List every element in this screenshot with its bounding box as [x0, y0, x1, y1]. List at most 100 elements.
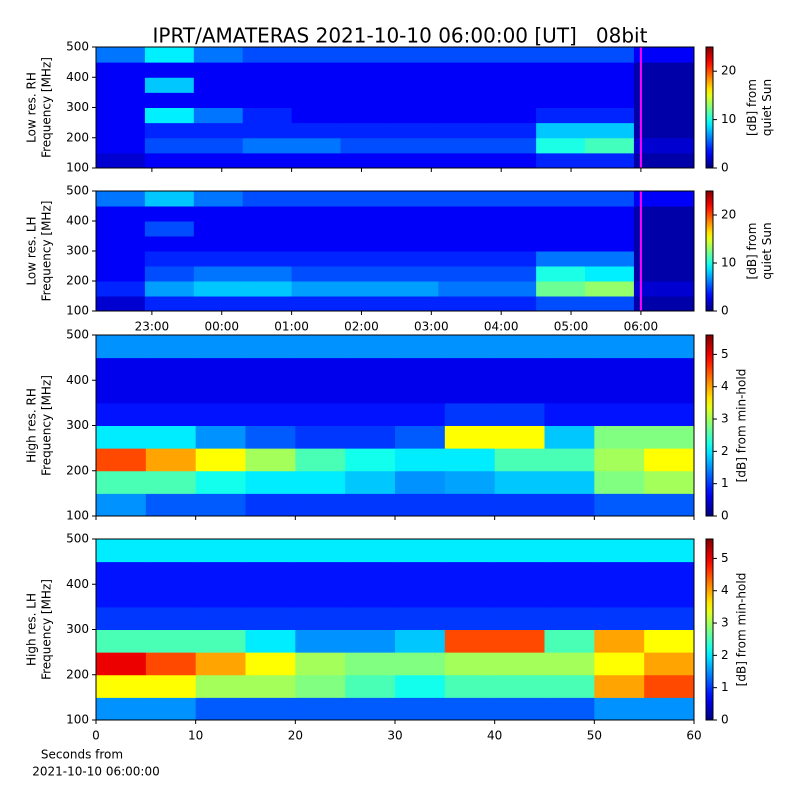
heatmap-cell [395, 357, 446, 381]
heatmap-cell [389, 152, 439, 169]
heatmap-cell [585, 206, 635, 222]
heatmap-cell [487, 62, 537, 78]
heatmap-cell [345, 448, 396, 472]
heatmap-cell [195, 380, 246, 404]
heatmap-cell [145, 561, 197, 585]
heatmap-cell [438, 92, 488, 108]
heatmap-cell [494, 629, 545, 653]
heatmap-cell [96, 697, 147, 721]
heatmap-cell [644, 357, 695, 381]
colorbar-tick-label: 0 [721, 304, 729, 318]
heatmap-cell [544, 606, 595, 630]
heatmap-cell [195, 539, 246, 563]
heatmap-cell [145, 584, 197, 608]
heatmap-cell [644, 629, 695, 653]
heatmap-cell [487, 122, 537, 139]
heatmap-cell [594, 606, 645, 630]
heatmap-cell [487, 206, 537, 222]
heatmap-cell [295, 402, 346, 426]
heatmap-cell [585, 191, 635, 207]
heatmap-cell [195, 674, 246, 698]
heatmap-cell [494, 493, 545, 517]
y-tick-label: 400 [66, 373, 89, 387]
heatmap-cell [145, 335, 197, 359]
heatmap-cell [245, 425, 296, 449]
heatmap-cell [193, 206, 244, 222]
heatmap-cell [594, 561, 645, 585]
heatmap-cell [438, 191, 488, 207]
heatmap-cell [291, 281, 342, 297]
heatmap-cell [193, 77, 244, 93]
heatmap-cell [487, 296, 537, 312]
heatmap-cell [444, 584, 496, 608]
heatmap-cell [494, 357, 545, 381]
y-tick-label: 100 [66, 161, 89, 175]
heatmap-cell [193, 92, 244, 108]
heatmap-cell [585, 92, 635, 108]
heatmap-cell [633, 191, 695, 207]
heatmap-cell [633, 206, 695, 222]
heatmap-cell [340, 236, 390, 252]
heatmap-cell [291, 152, 342, 169]
heatmap-cell [242, 251, 293, 267]
x-tick-label: 40 [487, 729, 502, 743]
heatmap-cell [245, 380, 296, 404]
heatmap-cell [245, 493, 296, 517]
heatmap-cell [633, 122, 695, 139]
heatmap-cell [96, 152, 146, 169]
colorbar-tick-label: 20 [721, 208, 736, 222]
y-tick-label: 300 [66, 418, 89, 432]
y-tick-label: 400 [66, 577, 89, 591]
heatmap-cell [438, 62, 488, 78]
heatmap-cell [345, 561, 396, 585]
heatmap-cell [395, 335, 446, 359]
heatmap-cell [487, 92, 537, 108]
heatmap-cell [644, 380, 695, 404]
heatmap-cell [438, 251, 488, 267]
x-tick-label: 50 [587, 729, 602, 743]
heatmap-cell [633, 266, 695, 282]
heatmap-cell [494, 652, 545, 676]
heatmap-cell [594, 335, 645, 359]
heatmap-cell [96, 137, 146, 154]
heatmap-cell [487, 77, 537, 93]
heatmap-cell [96, 236, 146, 252]
heatmap-cell [291, 296, 342, 312]
heatmap-cell [594, 425, 645, 449]
heatmap-cell [494, 470, 545, 494]
heatmap-cell [345, 584, 396, 608]
heatmap-cell [96, 606, 147, 630]
x-tick-label: 03:00 [414, 320, 449, 334]
colorbar-tick-label: 2 [721, 648, 729, 662]
heatmap-cell [438, 137, 488, 154]
heatmap-cell [144, 266, 195, 282]
heatmap-cell [644, 539, 695, 563]
x-tick-label: 60 [686, 729, 701, 743]
heatmap-cell [487, 191, 537, 207]
heatmap-cell [536, 206, 586, 222]
heatmap-cell [96, 281, 146, 297]
heatmap-cell [644, 493, 695, 517]
heatmap-cell [544, 448, 595, 472]
heatmap-cell [245, 448, 296, 472]
heatmap-cell [340, 152, 390, 169]
y-tick-label: 400 [66, 70, 89, 84]
heatmap-cell [145, 674, 197, 698]
colorbar-label: quiet Sun [760, 222, 774, 279]
x-tick-label: 05:00 [554, 320, 589, 334]
heatmap-cell [145, 539, 197, 563]
heatmap-cell [544, 402, 595, 426]
heatmap-cell [487, 221, 537, 237]
heatmap-cell [245, 629, 296, 653]
x-tick-label: 30 [387, 729, 402, 743]
heatmap-cell [644, 652, 695, 676]
heatmap-cell [242, 137, 293, 154]
colorbar-label: quiet Sun [760, 79, 774, 136]
heatmap-cell [633, 152, 695, 169]
heatmap-cell [585, 266, 635, 282]
heatmap-cell [145, 402, 197, 426]
y-tick-label: 200 [66, 463, 89, 477]
heatmap-cell [144, 296, 195, 312]
heatmap-cell [594, 539, 645, 563]
heatmap-cell [536, 221, 586, 237]
